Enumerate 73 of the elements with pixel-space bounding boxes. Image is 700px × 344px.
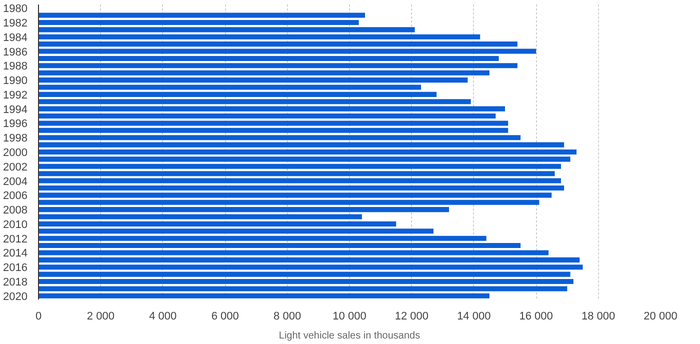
x-tick-label: 8 000: [274, 310, 302, 322]
bar: [38, 114, 496, 119]
bar: [38, 20, 359, 26]
bar: [38, 92, 437, 97]
y-tick-label: 2014: [3, 248, 28, 260]
y-tick-label: 2010: [3, 218, 28, 231]
bar: [38, 228, 434, 234]
x-tick-label: 12 000: [394, 310, 429, 322]
y-tick-label: 1988: [3, 60, 28, 73]
bar: [38, 149, 577, 155]
bar: [38, 34, 480, 40]
bar: [38, 272, 570, 277]
y-tick-label: 1996: [3, 118, 28, 130]
y-tick-label: 1980: [3, 3, 28, 16]
y-tick-label: 2016: [3, 262, 28, 274]
bar: [38, 264, 583, 270]
bar: [38, 185, 564, 190]
y-tick-label: 2006: [3, 190, 28, 202]
x-axis-title: Light vehicle sales in thousands: [278, 330, 420, 342]
x-tick-label: 0: [35, 310, 42, 322]
bar: [38, 63, 518, 68]
y-tick-label: 1984: [3, 32, 28, 44]
y-tick-label: 1990: [3, 75, 28, 88]
y-tick-label: 2018: [3, 276, 28, 289]
y-tick-label: 2004: [3, 176, 28, 188]
bar: [38, 42, 518, 47]
bar: [38, 135, 521, 140]
bar: [38, 200, 540, 205]
y-tick-label: 2012: [3, 233, 28, 246]
y-tick-label: 2002: [3, 161, 28, 174]
bar: [38, 286, 568, 292]
y-tick-label: 1982: [3, 17, 28, 30]
bar: [38, 106, 505, 112]
bar: [38, 236, 486, 241]
bar: [38, 164, 561, 169]
bar: [38, 48, 536, 54]
bar: [38, 56, 499, 61]
x-tick-label: 6 000: [211, 310, 239, 322]
y-tick-label: 1992: [3, 89, 28, 102]
y-tick-label: 2000: [3, 147, 28, 159]
y-tick-label: 2020: [3, 290, 28, 303]
bar: [38, 78, 468, 83]
bar: [38, 293, 490, 298]
bar: [38, 128, 508, 133]
x-tick-label: 2 000: [86, 310, 114, 322]
bar: [38, 221, 396, 226]
bar: [38, 250, 549, 256]
x-tick-label: 14 000: [457, 310, 491, 322]
bar: [38, 84, 422, 90]
x-tick-label: 16 000: [519, 310, 553, 322]
bar: [38, 142, 564, 148]
bar: [38, 192, 552, 198]
bar: [38, 214, 362, 220]
bar: [38, 99, 471, 104]
bar: [38, 27, 415, 32]
y-tick-label: 1998: [3, 132, 28, 145]
bar: [38, 120, 508, 126]
bar: [38, 12, 366, 18]
bar: [38, 178, 561, 184]
y-tick-label: 1986: [3, 46, 28, 58]
x-tick-label: 4 000: [149, 310, 177, 322]
bar: [38, 207, 450, 212]
y-tick-label: 2008: [3, 204, 28, 217]
x-tick-label: 18 000: [581, 310, 616, 322]
x-tick-label: 10 000: [332, 310, 366, 322]
bar: [38, 257, 580, 262]
y-tick-label: 1994: [3, 104, 28, 116]
bar: [38, 243, 521, 248]
bar: [38, 171, 555, 176]
bar: [38, 70, 490, 76]
bar: [38, 156, 570, 162]
x-tick-label: 20 000: [644, 310, 678, 322]
bar: [38, 278, 574, 284]
